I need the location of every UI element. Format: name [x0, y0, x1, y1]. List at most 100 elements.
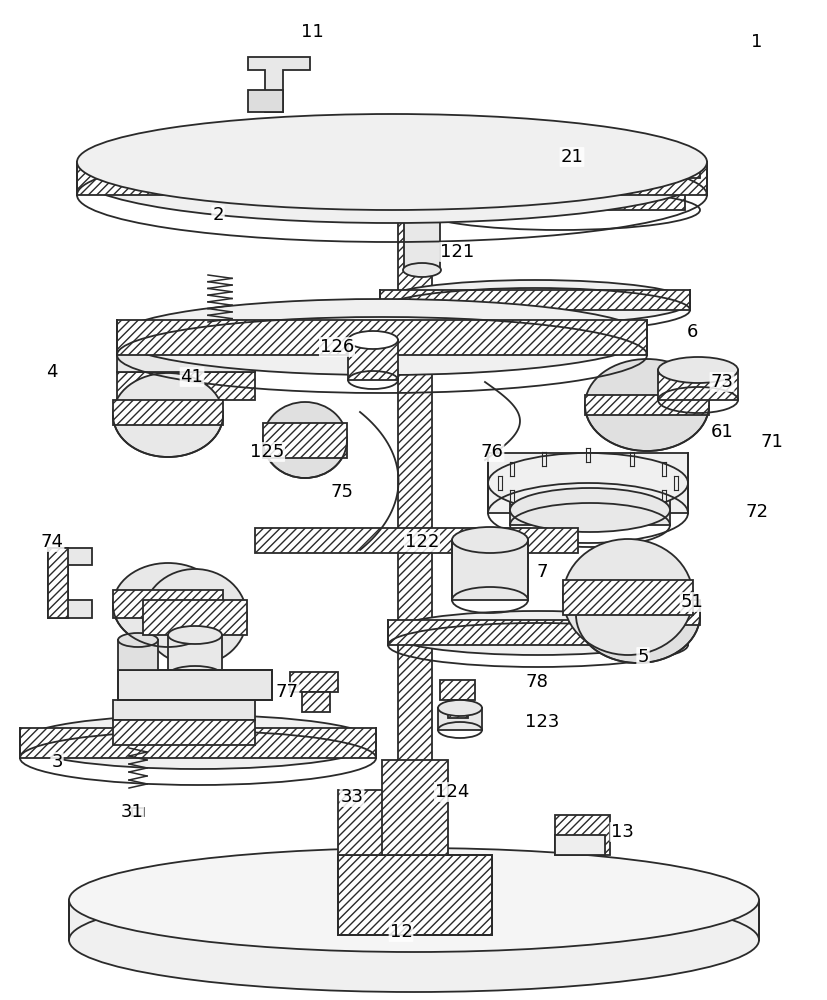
Polygon shape — [248, 57, 309, 112]
Polygon shape — [118, 640, 158, 670]
Polygon shape — [439, 680, 475, 700]
Ellipse shape — [112, 373, 222, 457]
Text: 1: 1 — [750, 33, 762, 51]
Polygon shape — [77, 162, 706, 195]
Polygon shape — [509, 498, 669, 525]
Polygon shape — [657, 370, 737, 400]
Polygon shape — [381, 760, 447, 855]
Ellipse shape — [576, 567, 699, 663]
Ellipse shape — [380, 280, 689, 324]
Polygon shape — [452, 540, 528, 600]
Text: 11: 11 — [300, 23, 323, 41]
Text: 71: 71 — [760, 433, 782, 451]
Text: 122: 122 — [404, 533, 438, 551]
Text: 31: 31 — [121, 803, 143, 821]
Text: 33: 33 — [340, 788, 363, 806]
Polygon shape — [380, 290, 689, 310]
Polygon shape — [248, 90, 283, 112]
Text: 126: 126 — [319, 338, 354, 356]
Polygon shape — [117, 354, 255, 372]
Polygon shape — [554, 815, 609, 855]
Text: 77: 77 — [275, 683, 299, 701]
Polygon shape — [255, 528, 577, 553]
Text: 13: 13 — [609, 823, 633, 841]
Ellipse shape — [452, 527, 528, 553]
Ellipse shape — [77, 114, 706, 210]
Polygon shape — [337, 790, 388, 855]
Text: 121: 121 — [439, 243, 474, 261]
Polygon shape — [168, 635, 222, 675]
Ellipse shape — [562, 539, 692, 655]
Ellipse shape — [388, 611, 687, 655]
Ellipse shape — [509, 488, 669, 532]
Polygon shape — [118, 670, 272, 700]
Ellipse shape — [69, 870, 758, 974]
Polygon shape — [585, 395, 708, 415]
Ellipse shape — [657, 357, 737, 383]
Polygon shape — [576, 600, 699, 625]
Ellipse shape — [419, 138, 699, 178]
Ellipse shape — [143, 569, 246, 665]
Text: 6: 6 — [686, 323, 697, 341]
Polygon shape — [487, 453, 687, 513]
Polygon shape — [69, 900, 758, 940]
Polygon shape — [131, 808, 144, 816]
Ellipse shape — [117, 299, 646, 375]
Ellipse shape — [403, 193, 441, 207]
Polygon shape — [347, 340, 398, 380]
Ellipse shape — [487, 453, 687, 513]
Polygon shape — [429, 178, 684, 210]
Ellipse shape — [585, 359, 708, 451]
Polygon shape — [143, 600, 246, 635]
Polygon shape — [263, 423, 347, 458]
Polygon shape — [302, 692, 330, 712]
Text: 125: 125 — [250, 443, 284, 461]
Ellipse shape — [20, 715, 375, 769]
Ellipse shape — [168, 626, 222, 644]
Polygon shape — [112, 700, 255, 720]
Text: 3: 3 — [51, 753, 63, 771]
Polygon shape — [414, 158, 699, 178]
Polygon shape — [117, 372, 255, 400]
Polygon shape — [447, 700, 467, 718]
Ellipse shape — [77, 127, 706, 223]
Text: 72: 72 — [744, 503, 767, 521]
Polygon shape — [388, 620, 687, 645]
Text: 78: 78 — [525, 673, 547, 691]
Text: 124: 124 — [434, 783, 469, 801]
Text: 4: 4 — [46, 363, 58, 381]
Text: 21: 21 — [560, 148, 583, 166]
Ellipse shape — [118, 633, 158, 647]
Polygon shape — [112, 400, 222, 425]
Text: 74: 74 — [41, 533, 64, 551]
Ellipse shape — [437, 700, 481, 716]
Ellipse shape — [403, 263, 441, 277]
Text: 41: 41 — [180, 368, 203, 386]
Polygon shape — [20, 728, 375, 758]
Polygon shape — [112, 720, 255, 745]
Polygon shape — [562, 580, 692, 615]
Polygon shape — [398, 150, 432, 855]
Text: 73: 73 — [710, 373, 733, 391]
Polygon shape — [117, 320, 646, 355]
Polygon shape — [48, 548, 92, 618]
Ellipse shape — [263, 402, 347, 478]
Polygon shape — [48, 548, 68, 618]
Ellipse shape — [69, 888, 758, 992]
Ellipse shape — [69, 848, 758, 952]
Text: 61: 61 — [710, 423, 733, 441]
Polygon shape — [112, 590, 222, 618]
Text: 123: 123 — [524, 713, 558, 731]
Polygon shape — [289, 672, 337, 692]
Polygon shape — [437, 708, 481, 730]
Text: 5: 5 — [637, 648, 648, 666]
Text: 75: 75 — [330, 483, 353, 501]
Text: 51: 51 — [680, 593, 703, 611]
Ellipse shape — [347, 331, 398, 349]
Polygon shape — [337, 855, 491, 935]
Polygon shape — [554, 835, 605, 855]
Text: 7: 7 — [536, 563, 547, 581]
Ellipse shape — [112, 563, 222, 647]
Text: 76: 76 — [480, 443, 503, 461]
Text: 12: 12 — [389, 923, 412, 941]
